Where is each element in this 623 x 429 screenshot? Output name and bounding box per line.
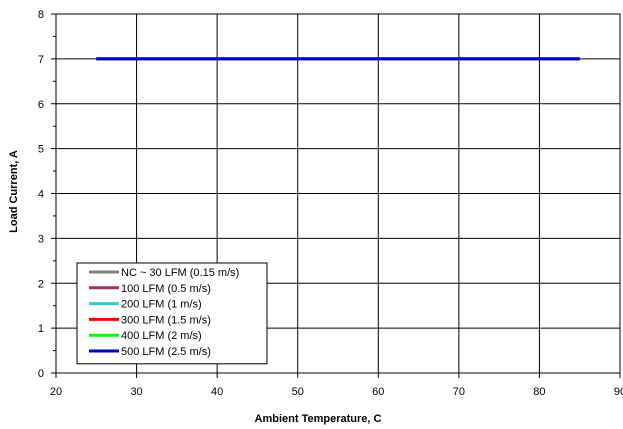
x-tick-label: 90 [614, 386, 623, 398]
y-tick-label: 1 [38, 323, 44, 335]
x-tick-label: 80 [533, 386, 545, 398]
plot-area-border [55, 13, 621, 374]
legend-label: 500 LFM (2.5 m/s) [121, 346, 211, 358]
x-tick-label: 20 [50, 386, 62, 398]
y-axis-title: Load Current, A [8, 150, 20, 233]
y-tick-label: 8 [38, 9, 44, 21]
y-tick-label: 3 [38, 233, 44, 245]
y-tick-label: 7 [38, 54, 44, 66]
x-tick-label: 40 [211, 386, 223, 398]
legend: NC ~ 30 LFM (0.15 m/s) 100 LFM (0.5 m/s) 2… [76, 262, 268, 365]
legend-label: 200 LFM (1 m/s) [121, 299, 202, 311]
legend-label: 300 LFM (1.5 m/s) [121, 314, 211, 326]
y-tick-label: 4 [38, 189, 44, 201]
x-tick-labels: 20 30 40 50 60 70 80 90 [50, 386, 623, 398]
y-tick-labels: 0 1 2 3 4 5 6 7 8 [38, 9, 44, 380]
legend-box [76, 262, 268, 365]
x-tick-label: 30 [130, 386, 142, 398]
legend-label: NC ~ 30 LFM (0.15 m/s) [121, 267, 239, 279]
y-tick-label: 5 [38, 144, 44, 156]
y-tick-label: 2 [38, 278, 44, 290]
x-tick-label: 70 [453, 386, 465, 398]
y-tick-label: 0 [38, 368, 44, 380]
x-tick-label: 50 [292, 386, 304, 398]
x-axis-title: Ambient Temperature, C [255, 413, 382, 425]
legend-label: 400 LFM (2 m/s) [121, 330, 202, 342]
legend-label: 100 LFM (0.5 m/s) [121, 283, 211, 295]
y-tick-label: 6 [38, 99, 44, 111]
x-tick-label: 60 [372, 386, 384, 398]
